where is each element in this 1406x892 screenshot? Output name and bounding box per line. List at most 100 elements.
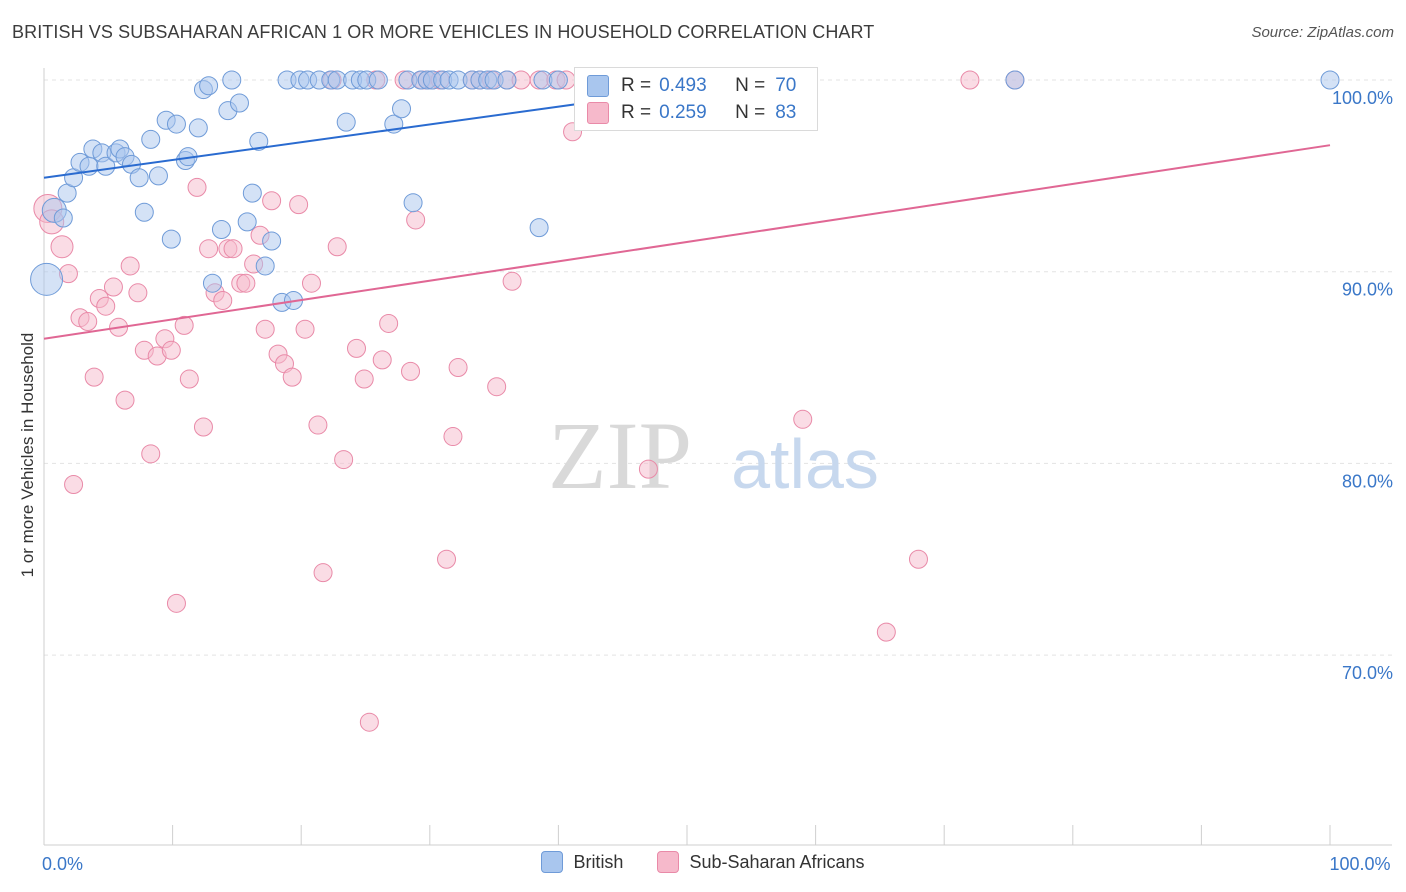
- ssa-point: [295, 319, 315, 339]
- british-swatch: [587, 75, 609, 97]
- x-tick-label: 0.0%: [42, 854, 83, 874]
- n-value: 70: [775, 75, 797, 96]
- stats-legend: R = 0.493 N = 70 R = 0.259 N = 83: [574, 67, 818, 131]
- ssa-point: [50, 235, 74, 259]
- ssa-point: [487, 377, 507, 397]
- ssa-point: [638, 459, 658, 479]
- british-point: [1320, 70, 1340, 90]
- british-point: [148, 166, 168, 186]
- british-point: [134, 202, 154, 222]
- british-point: [497, 70, 517, 90]
- british-point: [237, 212, 257, 232]
- ssa-point: [334, 450, 354, 470]
- ssa-point: [908, 549, 928, 569]
- ssa-point: [313, 563, 333, 583]
- y-axis-label: 1 or more Vehicles in Household: [18, 332, 37, 578]
- ssa-point: [120, 256, 140, 276]
- ssa-point: [448, 358, 468, 378]
- british-swatch: [541, 851, 564, 873]
- n-label: N =: [735, 75, 766, 96]
- ssa-point: [301, 273, 321, 293]
- ssa-point: [179, 369, 199, 389]
- ssa-point: [354, 369, 374, 389]
- ssa-point: [174, 315, 194, 335]
- ssa-point: [876, 622, 896, 642]
- british-point: [529, 218, 549, 238]
- ssa-point: [793, 409, 813, 429]
- ssa-point: [96, 296, 116, 316]
- british-point: [255, 256, 275, 276]
- y-tick-label: 100.0%: [1332, 88, 1393, 108]
- ssa-point: [193, 417, 213, 437]
- ssa-point: [187, 177, 207, 197]
- british-point: [30, 262, 64, 296]
- british-point: [211, 220, 231, 240]
- ssa-point: [84, 367, 104, 387]
- r-value: 0.493: [659, 75, 707, 96]
- british-point: [188, 118, 208, 138]
- ssa-point: [78, 312, 98, 332]
- ssa-point: [141, 444, 161, 464]
- british-point: [403, 193, 423, 213]
- ssa-point: [128, 283, 148, 303]
- ssa-point: [443, 427, 463, 447]
- british-point: [392, 99, 412, 119]
- ssa-point: [255, 319, 275, 339]
- chart-title: BRITISH VS SUBSAHARAN AFRICAN 1 OR MORE …: [12, 22, 875, 42]
- ssa-point: [103, 277, 123, 297]
- british-point: [199, 76, 219, 96]
- ssa-point: [359, 712, 379, 732]
- x-tick-label: 100.0%: [1329, 854, 1390, 874]
- british-point: [368, 70, 388, 90]
- y-tick-label: 80.0%: [1342, 471, 1393, 491]
- british-point: [222, 70, 242, 90]
- british-point: [53, 208, 73, 228]
- stats-row-ssa: R = 0.259 N = 83: [587, 100, 796, 126]
- british-point: [249, 131, 269, 151]
- tick-labels: 70.0% 80.0% 90.0% 100.0% 0.0% 100.0%: [42, 88, 1393, 874]
- british-point: [336, 112, 356, 132]
- ssa-point: [282, 367, 302, 387]
- series-legend: British Sub-Saharan Africans: [0, 851, 1406, 873]
- legend-item-ssa[interactable]: Sub-Saharan Africans: [657, 851, 865, 873]
- legend-item-british[interactable]: British: [541, 851, 623, 873]
- legend-label-british: British: [573, 851, 624, 872]
- british-point: [262, 231, 282, 251]
- british-point: [229, 93, 249, 113]
- y-tick-label: 70.0%: [1342, 663, 1393, 683]
- ssa-point: [115, 390, 135, 410]
- british-point: [1005, 70, 1025, 90]
- ssa-regression-line: [43, 144, 1331, 340]
- ssa-point: [960, 70, 980, 90]
- ssa-point: [437, 549, 457, 569]
- british-point: [141, 129, 161, 149]
- y-tick-label: 90.0%: [1342, 280, 1393, 300]
- ssa-point: [166, 593, 186, 613]
- ssa-point: [161, 340, 181, 360]
- ssa-point: [502, 271, 522, 291]
- ssa-point: [308, 415, 328, 435]
- ssa-point: [401, 361, 421, 381]
- ssa-point: [236, 273, 256, 293]
- ssa-point: [262, 191, 282, 211]
- british-point: [202, 273, 222, 293]
- n-label: N =: [735, 102, 766, 123]
- ssa-swatch: [587, 102, 609, 124]
- ssa-point: [406, 210, 426, 230]
- ssa-point: [64, 474, 84, 494]
- ssa-point: [379, 313, 399, 333]
- watermark-atlas: atlas: [731, 425, 879, 503]
- series-ssa-points: [33, 70, 1025, 732]
- british-point: [161, 229, 181, 249]
- r-value: 0.259: [659, 102, 707, 123]
- ssa-point: [289, 195, 309, 215]
- axis-layer: [43, 68, 1392, 846]
- ssa-point: [223, 239, 243, 259]
- ssa-point: [327, 237, 347, 257]
- n-value: 83: [775, 102, 797, 123]
- ssa-point: [213, 290, 233, 310]
- british-point: [548, 70, 568, 90]
- ssa-point: [372, 350, 392, 370]
- british-point: [166, 114, 186, 134]
- stats-row-british: R = 0.493 N = 70: [587, 73, 796, 99]
